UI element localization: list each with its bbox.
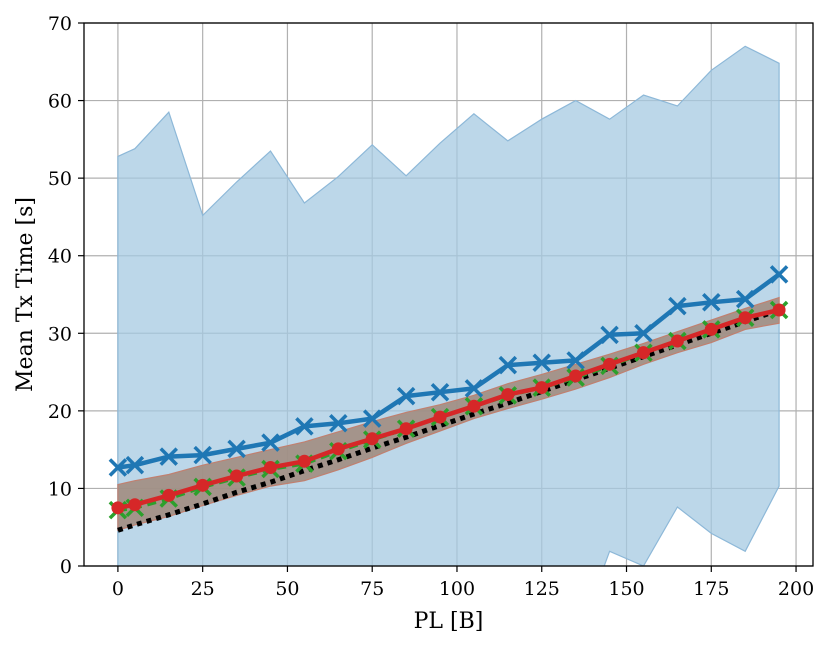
series-4-point <box>569 369 583 383</box>
series-1-point <box>566 351 585 370</box>
y-tick-label: 40 <box>48 246 72 268</box>
series-2-line <box>117 307 780 533</box>
series-1-point <box>108 458 128 477</box>
x-tick-label: 200 <box>778 578 814 600</box>
y-tick-label: 0 <box>60 556 72 578</box>
series-1-point <box>634 324 653 343</box>
series-4-point <box>670 334 684 348</box>
series-4-point <box>128 498 142 512</box>
x-tick-label: 75 <box>360 578 384 600</box>
axis-ticks: 0 25 50 75 100 125 150 175 200 0 10 20 30 40 50 60 70 <box>48 13 814 600</box>
plot-frame <box>83 22 814 567</box>
series-1-point <box>396 386 416 406</box>
x-tick-label: 125 <box>524 578 560 600</box>
x-tick-label: 50 <box>275 578 299 600</box>
series-4-point <box>467 399 481 413</box>
y-tick-label: 20 <box>48 401 72 423</box>
series-1-point <box>430 383 450 402</box>
x-tick-label: 175 <box>693 578 729 600</box>
series-4-point <box>263 460 277 474</box>
series-1-point <box>600 325 619 345</box>
series-4-point <box>196 478 210 492</box>
x-tick-label: 0 <box>112 578 124 600</box>
y-tick-label: 10 <box>48 478 72 500</box>
series-1-point <box>227 439 246 459</box>
x-tick-label: 100 <box>439 578 475 600</box>
series-4-point <box>501 388 515 402</box>
y-tick-label: 30 <box>48 323 72 345</box>
series-1-point <box>735 289 755 309</box>
x-tick-label: 150 <box>608 578 644 600</box>
x-tick-label: 25 <box>191 578 215 600</box>
y-tick-label: 60 <box>48 91 72 113</box>
series-4-point <box>636 346 650 360</box>
series-4-point <box>111 501 125 515</box>
series-4-point <box>738 311 752 325</box>
series-1-point <box>362 409 382 428</box>
series-4-point <box>365 432 379 446</box>
series-1-point <box>702 293 721 312</box>
series-4-point <box>772 303 786 317</box>
y-tick-label: 50 <box>48 168 72 190</box>
x-axis-label: PL [B] <box>414 609 484 634</box>
series-1-point <box>329 414 348 433</box>
y-axis-label: Mean Tx Time [s] <box>13 197 38 392</box>
series-1-point <box>532 353 551 373</box>
series-4-point <box>331 442 345 456</box>
series-1-point <box>193 445 212 465</box>
series-1-point <box>261 433 280 452</box>
series-1-point <box>668 296 687 316</box>
series-4-point <box>535 381 549 395</box>
series-4-point <box>230 469 244 483</box>
series-4-point <box>399 422 413 436</box>
data-series <box>108 265 789 533</box>
series-1-point <box>295 417 314 436</box>
series-1-point <box>159 447 179 466</box>
series-1-point <box>769 265 789 284</box>
series-1-point <box>464 379 484 398</box>
series-1-point <box>498 355 518 375</box>
series-1-point <box>125 455 145 475</box>
y-tick-label: 70 <box>48 13 72 35</box>
series-4-point <box>297 454 311 468</box>
series-4-point <box>433 410 447 424</box>
series-4-point <box>162 488 176 502</box>
series-4-point <box>704 322 718 336</box>
series-4-point <box>603 357 617 371</box>
